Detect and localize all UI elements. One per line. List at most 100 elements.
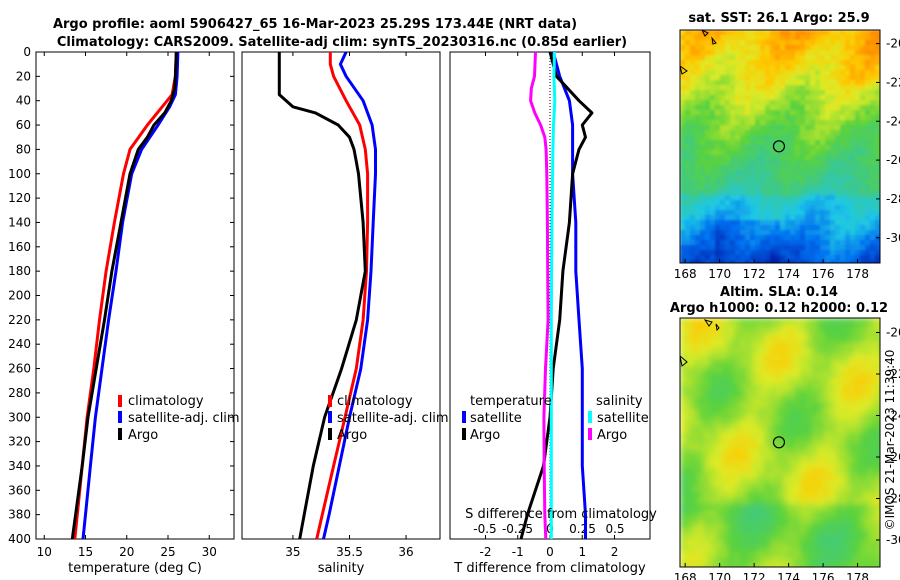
sst-cell [715,75,721,81]
sla-cell [788,426,795,433]
sst-cell [825,55,831,61]
sst-cell [755,40,761,46]
sst-cell [725,40,731,46]
sst-cell [730,105,736,111]
sst-cell [710,55,716,61]
sla-cell [716,408,723,415]
sst-cell [765,230,771,236]
sla-cell [788,456,795,463]
sst-cell [685,250,691,256]
sla-cell [806,336,813,343]
sst-cell [710,140,716,146]
sst-cell [735,215,741,221]
sla-cell [728,564,735,567]
sst-cell [770,215,776,221]
sla-cell [788,348,795,355]
sla-cell [830,420,837,427]
sla-cell [740,420,747,427]
sst-cell [765,265,771,271]
sla-cell [776,384,783,391]
sst-cell [735,115,741,121]
sla-cell [782,324,789,331]
sla-cell [872,360,879,367]
sst-cell [720,40,726,46]
sst-cell [790,45,796,51]
sst-cell [855,140,861,146]
sst-cell [830,105,836,111]
difference-panel: -2 -1 0 1 2-0.5 -0.25 0 0.25 0.5 T difference fr… [449,51,657,576]
sla-cell [794,510,801,517]
sla-cell [680,426,687,433]
sla-cell [722,450,729,457]
sla-cell [770,450,777,457]
sla-cell [782,384,789,391]
sst-cell [820,200,826,206]
sst-cell [850,85,856,91]
sst-cell [745,125,751,131]
sst-cell [790,205,796,211]
sst-cell [870,250,876,256]
sst-cell [810,260,816,263]
sla-cell [722,420,729,427]
sst-cell [725,215,731,221]
sla-cell [692,366,699,373]
sst-cell [840,40,846,46]
sst-cell [725,195,731,201]
sst-cell [720,70,726,76]
sla-cell [794,498,801,505]
sla-cell [806,456,813,463]
sst-cell [840,95,846,101]
sla-cell [770,378,777,385]
sla-cell [698,396,705,403]
sla-cell [758,474,765,481]
sst-cell [765,50,771,56]
sla-cell [854,432,861,439]
sla-cell [836,342,843,349]
sst-cell [810,155,816,161]
sla-cell [860,384,867,391]
sst-cell [765,35,771,41]
difference-legend: temperature salinity satellite Argo sate… [462,394,649,443]
sla-cell [722,480,729,487]
sla-cell [692,360,699,367]
sla-cell [758,414,765,421]
sla-cell [824,462,831,469]
sla-cell [860,330,867,337]
sst-cell [760,140,766,146]
sst-cell [825,140,831,146]
sst-cell [845,55,851,61]
sst-cell [785,150,791,156]
sst-cell [820,135,826,141]
sst-cell [790,155,796,161]
sla-cell [722,360,729,367]
sla-cell [812,504,819,511]
sla-cell [710,408,717,415]
sst-cell [795,260,801,263]
sst-cell [840,215,846,221]
sla-cell [812,522,819,529]
sla-cell [854,540,861,547]
sst-cell [690,40,696,46]
sla-cell [710,330,717,337]
sla-cell [848,402,855,409]
sst-cell [695,190,701,196]
sst-cell [850,250,856,256]
sla-cell [860,414,867,421]
sla-cell [770,396,777,403]
sst-cell [730,240,736,246]
sst-cell [740,115,746,121]
sla-cell [800,342,807,349]
sst-cell [800,120,806,126]
sla-cell [812,492,819,499]
sla-cell [788,390,795,397]
sst-cell [685,230,691,236]
sla-cell [710,444,717,451]
sst-cell [855,45,861,51]
sla-cell [740,384,747,391]
sst-cell [835,250,841,256]
sla-cell [692,390,699,397]
sla-cell [866,432,873,439]
sst-cell [760,90,766,96]
sst-cell [765,165,771,171]
sst-cell [795,165,801,171]
